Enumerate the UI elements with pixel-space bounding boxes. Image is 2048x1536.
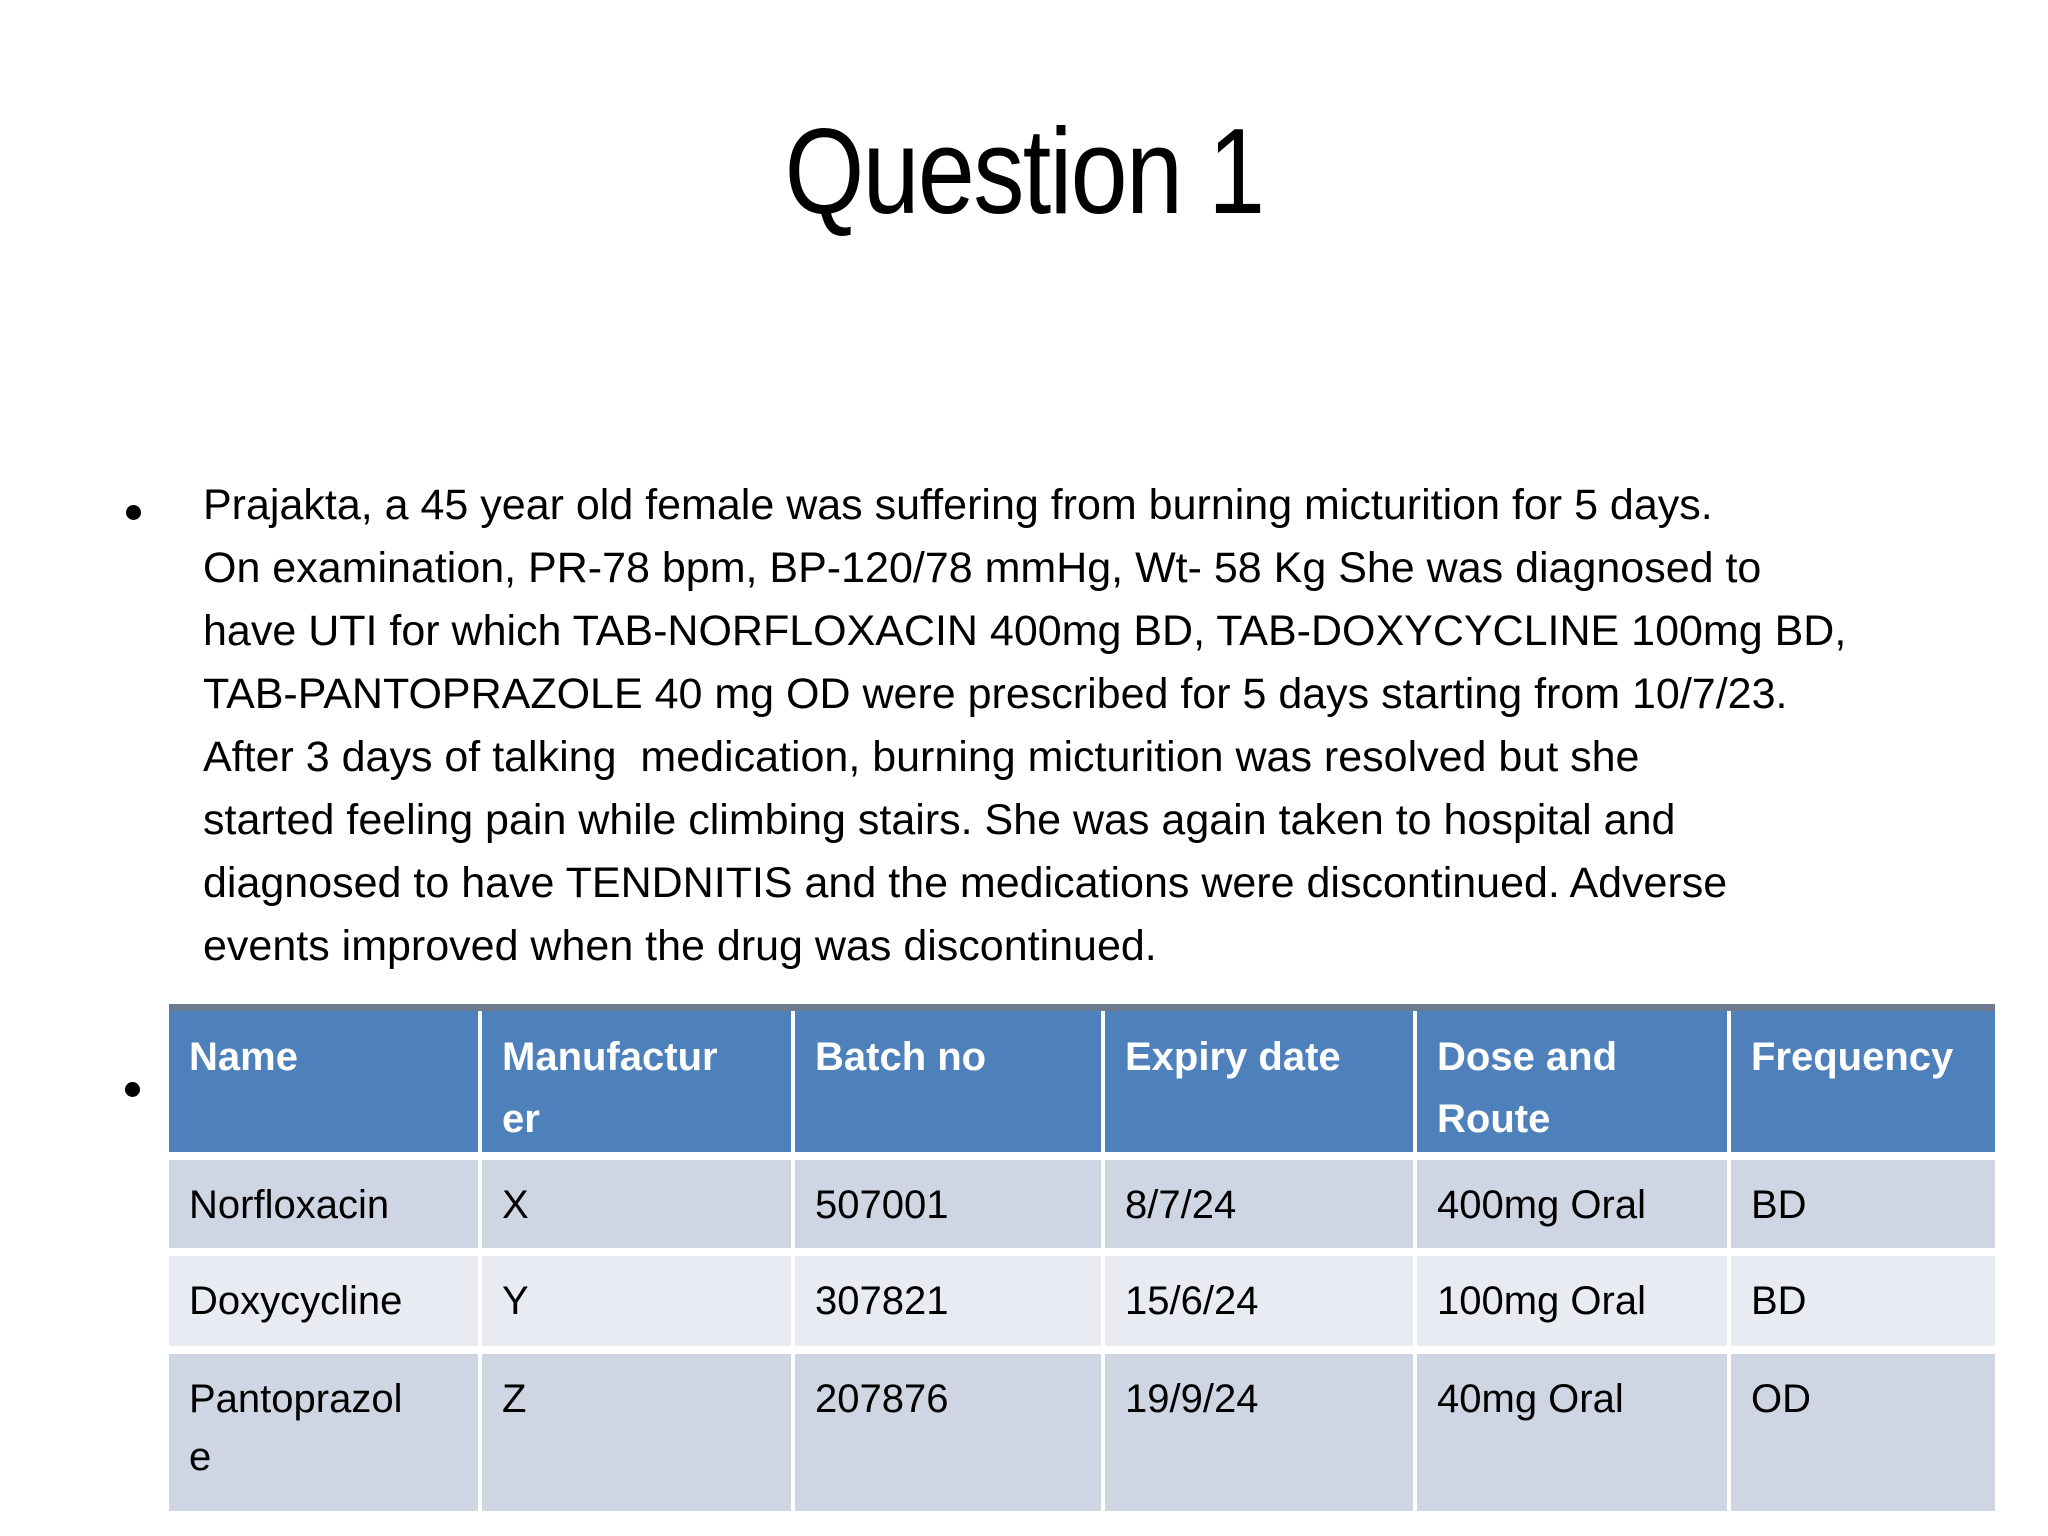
table-cell-dose-route: 40mg Oral [1417,1354,1727,1511]
table-cell-batch-no: 307821 [795,1256,1101,1346]
table-cell-expiry-date: 19/9/24 [1105,1354,1413,1511]
table-cell-manufacturer: Z [482,1354,791,1511]
case-study-paragraph: Prajakta, a 45 year old female was suffe… [203,481,1847,970]
table-cell-manufacturer: X [482,1160,791,1248]
column-header-manufacturer: Manufactur er [482,1006,791,1152]
column-header-dose-route: Dose and Route [1417,1006,1727,1152]
table-cell-name: Doxycycline [169,1256,478,1346]
table-cell-expiry-date: 8/7/24 [1105,1160,1413,1248]
table-cell-batch-no: 207876 [795,1354,1101,1511]
table-cell-frequency: BD [1731,1256,1995,1346]
column-header-batch-no: Batch no [795,1006,1101,1152]
table-cell-dose-route: 400mg Oral [1417,1160,1727,1248]
table-cell-frequency: OD [1731,1354,1995,1511]
bullet-marker [126,505,141,520]
table-top-border [169,1004,1995,1011]
table-cell-manufacturer: Y [482,1256,791,1346]
table-cell-expiry-date: 15/6/24 [1105,1256,1413,1346]
column-header-frequency: Frequency [1731,1006,1995,1152]
medication-table: Name Manufactur er Batch no Expiry date … [169,1006,1995,1511]
column-header-expiry-date: Expiry date [1105,1006,1413,1152]
table-cell-frequency: BD [1731,1160,1995,1248]
table-cell-name: Norfloxacin [169,1160,478,1248]
table-cell-dose-route: 100mg Oral [1417,1256,1727,1346]
table-cell-name: Pantoprazol e [169,1354,478,1511]
column-header-name: Name [169,1006,478,1152]
slide-title: Question 1 [784,103,1266,239]
table-cell-batch-no: 507001 [795,1160,1101,1248]
bullet-marker [125,1082,140,1097]
